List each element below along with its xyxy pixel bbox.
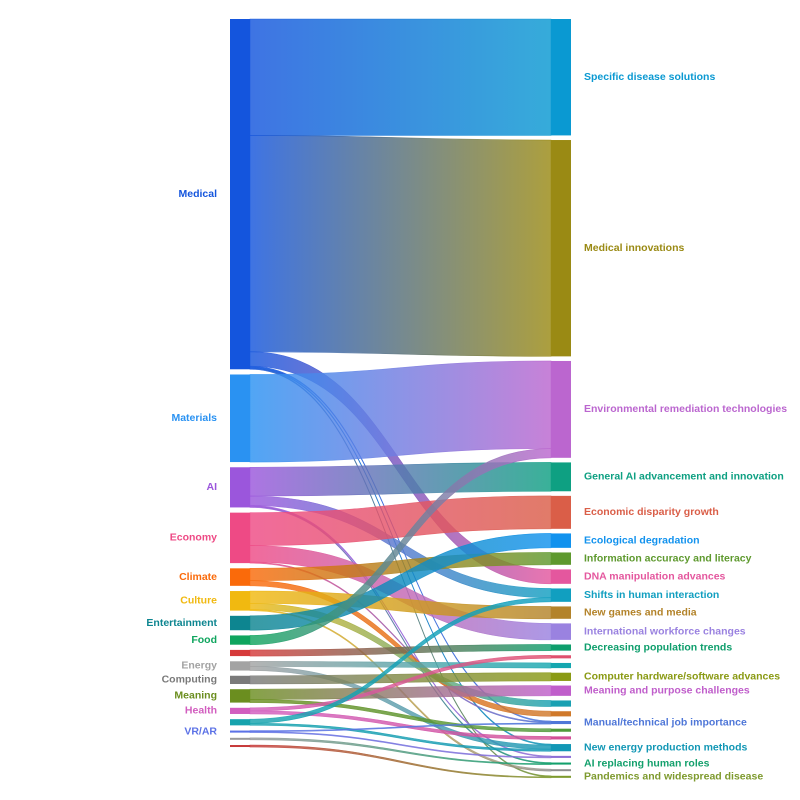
target-label-specific-disease-solutions: Specific disease solutions bbox=[584, 71, 715, 83]
link-src_red-to-decpop bbox=[249, 644, 552, 657]
link-medical-to-medinnov bbox=[249, 135, 552, 357]
target-label-shifts-in-human-interaction: Shifts in human interaction bbox=[584, 589, 719, 601]
source-label-energy: Energy bbox=[181, 660, 217, 672]
source-label-climate: Climate bbox=[179, 571, 217, 583]
source-node-src_red2 bbox=[230, 745, 250, 748]
link-culture-to-t_teal2 bbox=[249, 603, 552, 707]
target-label-pandemics-and-widespread-disease: Pandemics and widespread disease bbox=[584, 771, 763, 783]
source-node-computing bbox=[230, 675, 250, 685]
target-node-dna bbox=[551, 569, 571, 584]
target-node-t_orange bbox=[551, 711, 571, 717]
target-label-ai-replacing-human-roles: AI replacing human roles bbox=[584, 757, 710, 769]
target-label-general-ai-advancement-and-innovation: General AI advancement and innovation bbox=[584, 471, 784, 483]
target-node-games bbox=[551, 606, 571, 619]
target-node-intl bbox=[551, 623, 571, 640]
source-node-culture bbox=[230, 591, 250, 611]
target-node-meaningch bbox=[551, 685, 571, 696]
target-node-aireplace bbox=[551, 762, 571, 765]
source-label-meaning: Meaning bbox=[174, 690, 217, 702]
source-label-culture: Culture bbox=[180, 595, 217, 607]
target-node-infoacc bbox=[551, 552, 571, 565]
target-node-medinnov bbox=[551, 140, 571, 357]
target-label-economic-disparity-growth: Economic disparity growth bbox=[584, 506, 719, 518]
target-node-econdisp bbox=[551, 495, 571, 529]
target-node-genai bbox=[551, 462, 571, 492]
source-label-entertainment: Entertainment bbox=[146, 617, 217, 629]
source-node-climate bbox=[230, 568, 250, 586]
source-node-meaning bbox=[230, 689, 250, 703]
nodes-layer bbox=[230, 19, 571, 778]
target-label-new-energy-production-methods: New energy production methods bbox=[584, 741, 748, 753]
source-node-economy bbox=[230, 512, 250, 564]
link-materials-to-envrem bbox=[249, 360, 552, 463]
target-node-t_pink bbox=[551, 736, 571, 740]
target-node-pandemics bbox=[551, 775, 571, 778]
link-vrar-to-manual bbox=[249, 722, 552, 732]
target-node-envrem bbox=[551, 360, 571, 458]
source-node-health bbox=[230, 707, 250, 714]
target-label-manual-technical-job-importance: Manual/technical job importance bbox=[584, 716, 747, 728]
link-vrar-to-t_purple bbox=[249, 731, 552, 759]
source-node-energy bbox=[230, 661, 250, 671]
source-label-health: Health bbox=[185, 705, 217, 717]
source-node-entertainment bbox=[230, 615, 250, 631]
target-node-ecodeg bbox=[551, 533, 571, 548]
target-node-comphw bbox=[551, 672, 571, 681]
link-medical-to-specific bbox=[249, 18, 552, 136]
link-food-to-envrem bbox=[249, 448, 552, 646]
source-label-vr-ar: VR/AR bbox=[184, 725, 217, 737]
target-label-computer-hardware-software-advances: Computer hardware/software advances bbox=[584, 671, 780, 683]
target-label-meaning-and-purpose-challenges: Meaning and purpose challenges bbox=[584, 684, 750, 696]
target-node-newenergy bbox=[551, 744, 571, 752]
source-node-ai bbox=[230, 467, 250, 508]
source-label-economy: Economy bbox=[170, 532, 217, 544]
target-label-information-accuracy-and-literacy: Information accuracy and literacy bbox=[584, 552, 752, 564]
source-label-computing: Computing bbox=[162, 674, 217, 686]
target-label-decreasing-population-trends: Decreasing population trends bbox=[584, 641, 732, 653]
source-label-food: Food bbox=[191, 634, 217, 646]
source-label-medical: Medical bbox=[178, 188, 217, 200]
target-node-manual bbox=[551, 720, 571, 725]
target-node-t_green bbox=[551, 728, 571, 732]
target-label-environmental-remediation-technologies: Environmental remediation technologies bbox=[584, 403, 787, 415]
target-node-t_gray bbox=[551, 769, 571, 772]
target-label-medical-innovations: Medical innovations bbox=[584, 242, 685, 254]
link-src_teal-to-shifts bbox=[249, 597, 552, 724]
source-node-medical bbox=[230, 19, 250, 370]
source-label-materials: Materials bbox=[171, 412, 217, 424]
target-node-t_teal2 bbox=[551, 700, 571, 707]
target-label-international-workforce-changes: International workforce changes bbox=[584, 625, 746, 637]
link-computing-to-comphw bbox=[249, 672, 552, 685]
link-src_gray1-to-aireplace bbox=[249, 737, 552, 765]
source-label-ai: AI bbox=[207, 481, 218, 493]
link-ai-to-genai bbox=[249, 462, 552, 497]
target-node-specific bbox=[551, 19, 571, 136]
labels-layer: Medical Materials AI Economy Climate Culture E… bbox=[146, 71, 787, 783]
source-node-materials bbox=[230, 374, 250, 463]
target-label-ecological-degradation: Ecological degradation bbox=[584, 534, 700, 546]
target-node-decpop bbox=[551, 644, 571, 651]
source-node-food bbox=[230, 635, 250, 645]
target-label-dna-manipulation-advances: DNA manipulation advances bbox=[584, 570, 726, 582]
target-node-shifts bbox=[551, 588, 571, 602]
target-node-t_red bbox=[551, 655, 571, 659]
link-meaning-to-t_green bbox=[249, 699, 552, 733]
target-label-new-games-and-media: New games and media bbox=[584, 606, 697, 618]
source-node-src_gray1 bbox=[230, 737, 250, 740]
links-layer bbox=[249, 18, 552, 779]
target-node-t_teal bbox=[551, 662, 571, 669]
source-node-vrar bbox=[230, 730, 250, 733]
source-node-src_teal bbox=[230, 719, 250, 726]
link-src_red2-to-pandemics bbox=[249, 744, 552, 779]
source-node-src_red bbox=[230, 649, 250, 657]
target-node-t_purple bbox=[551, 755, 571, 758]
